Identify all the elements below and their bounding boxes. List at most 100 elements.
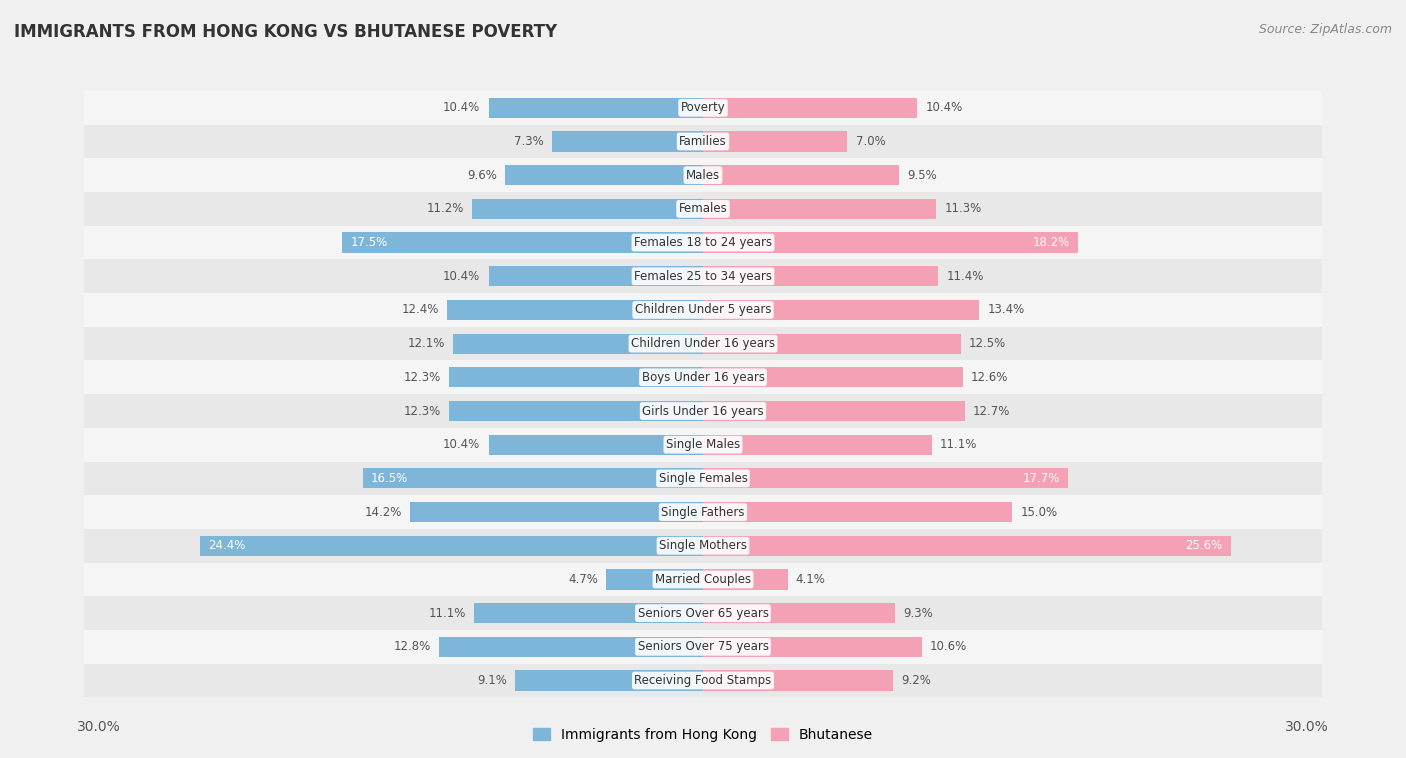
Bar — [474, 603, 703, 623]
Text: Families: Families — [679, 135, 727, 148]
Bar — [84, 327, 1322, 361]
Bar — [516, 670, 703, 691]
Bar — [84, 664, 1322, 697]
Text: Poverty: Poverty — [681, 102, 725, 114]
Text: 11.2%: 11.2% — [426, 202, 464, 215]
Text: IMMIGRANTS FROM HONG KONG VS BHUTANESE POVERTY: IMMIGRANTS FROM HONG KONG VS BHUTANESE P… — [14, 23, 557, 41]
Text: Children Under 5 years: Children Under 5 years — [634, 303, 772, 316]
Text: 17.7%: 17.7% — [1022, 472, 1060, 485]
Text: Seniors Over 75 years: Seniors Over 75 years — [637, 641, 769, 653]
Bar — [703, 165, 898, 185]
Bar — [84, 293, 1322, 327]
Bar — [703, 367, 963, 387]
Bar — [84, 394, 1322, 428]
Text: 11.1%: 11.1% — [429, 606, 465, 619]
Text: Children Under 16 years: Children Under 16 years — [631, 337, 775, 350]
Text: 12.4%: 12.4% — [402, 303, 439, 316]
Bar — [703, 434, 932, 455]
Text: Boys Under 16 years: Boys Under 16 years — [641, 371, 765, 384]
Text: 4.7%: 4.7% — [568, 573, 598, 586]
Bar — [454, 334, 703, 354]
Bar — [703, 536, 1230, 556]
Text: 30.0%: 30.0% — [77, 720, 121, 734]
Text: 24.4%: 24.4% — [208, 539, 246, 553]
Bar — [450, 401, 703, 421]
Text: Single Females: Single Females — [658, 472, 748, 485]
Text: Females 18 to 24 years: Females 18 to 24 years — [634, 236, 772, 249]
Text: 12.7%: 12.7% — [973, 405, 1011, 418]
Bar — [84, 462, 1322, 495]
Legend: Immigrants from Hong Kong, Bhutanese: Immigrants from Hong Kong, Bhutanese — [527, 722, 879, 747]
Bar — [703, 569, 787, 590]
Bar — [84, 192, 1322, 226]
Bar — [84, 361, 1322, 394]
Bar — [703, 637, 921, 657]
Text: Single Mothers: Single Mothers — [659, 539, 747, 553]
Bar — [84, 562, 1322, 597]
Bar — [703, 300, 980, 320]
Bar — [84, 91, 1322, 124]
Text: 9.3%: 9.3% — [903, 606, 932, 619]
Bar — [703, 670, 893, 691]
Bar — [84, 630, 1322, 664]
Bar — [84, 259, 1322, 293]
Bar — [488, 434, 703, 455]
Bar — [84, 226, 1322, 259]
Text: 13.4%: 13.4% — [987, 303, 1025, 316]
Bar — [606, 569, 703, 590]
Bar — [703, 233, 1078, 252]
Text: Single Males: Single Males — [666, 438, 740, 451]
Bar — [439, 637, 703, 657]
Text: 30.0%: 30.0% — [1285, 720, 1329, 734]
Text: 9.6%: 9.6% — [467, 169, 496, 182]
Bar — [84, 495, 1322, 529]
Bar — [553, 131, 703, 152]
Bar — [472, 199, 703, 219]
Text: 25.6%: 25.6% — [1185, 539, 1223, 553]
Text: Seniors Over 65 years: Seniors Over 65 years — [637, 606, 769, 619]
Bar — [488, 266, 703, 287]
Bar — [703, 266, 938, 287]
Text: 10.4%: 10.4% — [443, 438, 481, 451]
Text: Females 25 to 34 years: Females 25 to 34 years — [634, 270, 772, 283]
Bar — [703, 131, 848, 152]
Text: Females: Females — [679, 202, 727, 215]
Bar — [703, 199, 936, 219]
Text: 10.4%: 10.4% — [443, 102, 481, 114]
Bar — [703, 468, 1069, 488]
Bar — [84, 529, 1322, 562]
Bar — [447, 300, 703, 320]
Bar — [363, 468, 703, 488]
Text: 12.6%: 12.6% — [972, 371, 1008, 384]
Text: 7.3%: 7.3% — [515, 135, 544, 148]
Text: 9.2%: 9.2% — [901, 674, 931, 687]
Bar — [703, 98, 918, 118]
Text: 10.6%: 10.6% — [929, 641, 967, 653]
Bar — [84, 597, 1322, 630]
Text: 12.5%: 12.5% — [969, 337, 1007, 350]
Text: 18.2%: 18.2% — [1033, 236, 1070, 249]
Text: Males: Males — [686, 169, 720, 182]
Text: 10.4%: 10.4% — [925, 102, 963, 114]
Text: 12.8%: 12.8% — [394, 641, 430, 653]
Text: 4.1%: 4.1% — [796, 573, 825, 586]
Bar — [703, 334, 960, 354]
Text: 9.5%: 9.5% — [907, 169, 936, 182]
Bar — [84, 158, 1322, 192]
Bar — [703, 502, 1012, 522]
Text: Receiving Food Stamps: Receiving Food Stamps — [634, 674, 772, 687]
Bar — [450, 367, 703, 387]
Bar — [200, 536, 703, 556]
Text: 12.3%: 12.3% — [404, 405, 441, 418]
Text: Single Fathers: Single Fathers — [661, 506, 745, 518]
Text: 12.3%: 12.3% — [404, 371, 441, 384]
Bar — [488, 98, 703, 118]
Text: 16.5%: 16.5% — [371, 472, 408, 485]
Bar — [342, 233, 703, 252]
Text: 17.5%: 17.5% — [350, 236, 388, 249]
Bar — [411, 502, 703, 522]
Text: 15.0%: 15.0% — [1021, 506, 1057, 518]
Bar — [703, 401, 965, 421]
Text: 11.3%: 11.3% — [945, 202, 981, 215]
Bar — [84, 428, 1322, 462]
